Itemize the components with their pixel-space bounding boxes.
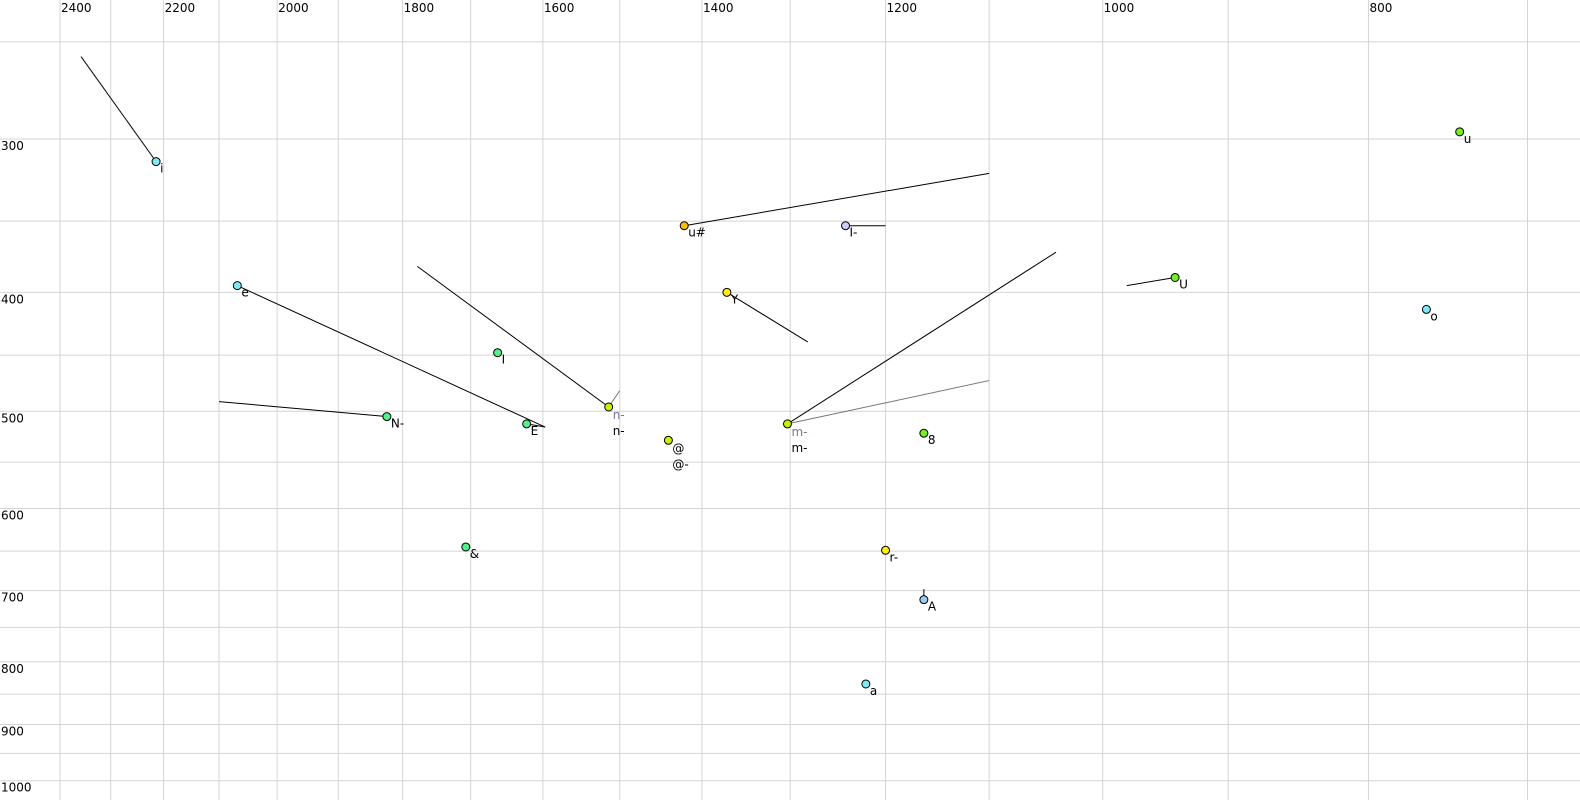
point-label: N-: [391, 417, 404, 431]
trajectories: [80, 56, 1176, 600]
data-point: [382, 412, 392, 422]
trajectory-line: [726, 291, 809, 343]
data-point: [679, 221, 689, 231]
data-point: [722, 287, 732, 297]
data-point: [461, 542, 471, 552]
data-points: i e u# I- Y Uu o In-n- N- E @ @- m-m- 8 & r- Aa: [151, 127, 1472, 698]
y-tick-label: 900: [1, 725, 24, 739]
data-point: [881, 545, 891, 555]
y-tick-label: 800: [1, 662, 24, 676]
data-point: [1421, 304, 1431, 314]
data-point: [493, 348, 503, 358]
trajectory-line: [218, 401, 387, 418]
y-tick-label: 500: [1, 411, 24, 425]
data-point: [919, 428, 929, 438]
trajectory-line: [787, 251, 1057, 425]
point-label: a: [870, 684, 877, 698]
y-tick-label: 400: [1, 292, 24, 306]
data-point: [919, 595, 929, 605]
point-label: i: [160, 162, 163, 176]
y-tick-label: 700: [1, 591, 24, 605]
trajectory-line: [1126, 276, 1176, 287]
point-label: A: [928, 600, 937, 614]
point-label: @: [672, 441, 684, 455]
point-label: I-: [850, 226, 858, 240]
data-point: [861, 679, 871, 689]
x-tick-label: 1600: [544, 1, 575, 15]
point-label: m-: [791, 441, 807, 455]
x-tick-label: 1400: [703, 1, 734, 15]
data-point: [151, 157, 161, 167]
x-tick-label: 800: [1369, 1, 1392, 15]
x-tick-label: 2000: [278, 1, 309, 15]
point-label: n-: [613, 408, 625, 422]
y-tick-label: 600: [1, 508, 24, 522]
point-label: &: [470, 547, 479, 561]
data-point: [1455, 127, 1465, 137]
data-point: [522, 419, 532, 429]
tick-labels: 2400 2200 2000 1800 1600 1400 1200 1000 800 300 40…: [1, 1, 1392, 795]
y-tick-label: 1000: [1, 781, 32, 795]
point-label: n-: [613, 424, 625, 438]
x-tick-label: 1000: [1104, 1, 1135, 15]
trajectory-line: [80, 56, 157, 162]
trajectory-line: [237, 285, 546, 428]
point-label: o: [1430, 309, 1437, 323]
trajectory-line: [684, 172, 990, 227]
data-point: [663, 435, 673, 445]
point-label: m-: [791, 425, 807, 439]
point-label: e: [241, 286, 248, 300]
data-point: [604, 402, 614, 412]
point-label: U: [1179, 277, 1188, 291]
point-label: Y: [730, 292, 739, 306]
point-label: E: [531, 424, 539, 438]
x-tick-label: 2400: [61, 1, 92, 15]
point-label: u#: [688, 226, 706, 240]
data-point: [841, 221, 851, 231]
data-point: [1170, 272, 1180, 282]
x-tick-label: 1200: [887, 1, 918, 15]
x-tick-label: 2200: [165, 1, 196, 15]
point-label: 8: [928, 433, 936, 447]
point-label: r-: [890, 550, 899, 564]
trajectory-line: [416, 265, 610, 408]
trajectory-line-secondary: [787, 380, 990, 425]
data-point: [232, 281, 242, 291]
point-label: I: [502, 353, 506, 367]
point-label: u: [1464, 132, 1472, 146]
y-tick-label: 300: [1, 139, 24, 153]
data-point: [782, 419, 792, 429]
x-tick-label: 1800: [404, 1, 435, 15]
point-label: @-: [672, 457, 688, 471]
